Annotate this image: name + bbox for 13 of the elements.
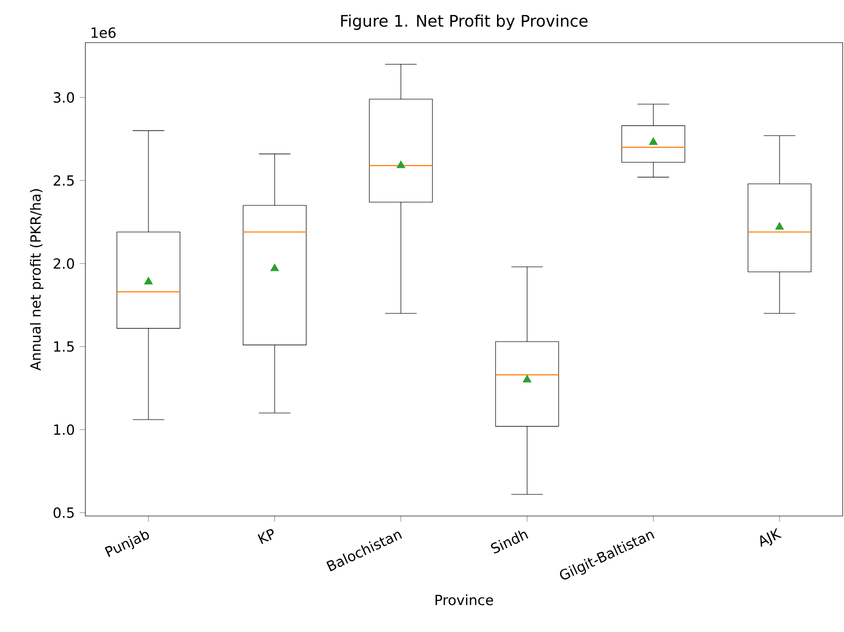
x-tick-label: AJK	[760, 528, 782, 547]
x-tick-label: KP	[258, 529, 274, 544]
y-axis-title: Annual net profit (PKR/ha)	[30, 189, 44, 371]
text: 1e6	[92, 27, 116, 38]
y-tick-label: 3.0	[54, 92, 74, 103]
y-tick-label: 2.0	[54, 258, 74, 269]
x-tick-label: Sindh	[490, 530, 528, 554]
y-tick-label: 1.0	[54, 424, 74, 435]
x-axis-title: Province	[436, 594, 494, 606]
y-tick-label: 2.5	[54, 175, 74, 186]
y-tick-label: 0.5	[54, 507, 74, 518]
chart-title: Figure 1. Net Profit by Province	[341, 14, 588, 30]
y-tick-label: 1.5	[54, 341, 74, 352]
